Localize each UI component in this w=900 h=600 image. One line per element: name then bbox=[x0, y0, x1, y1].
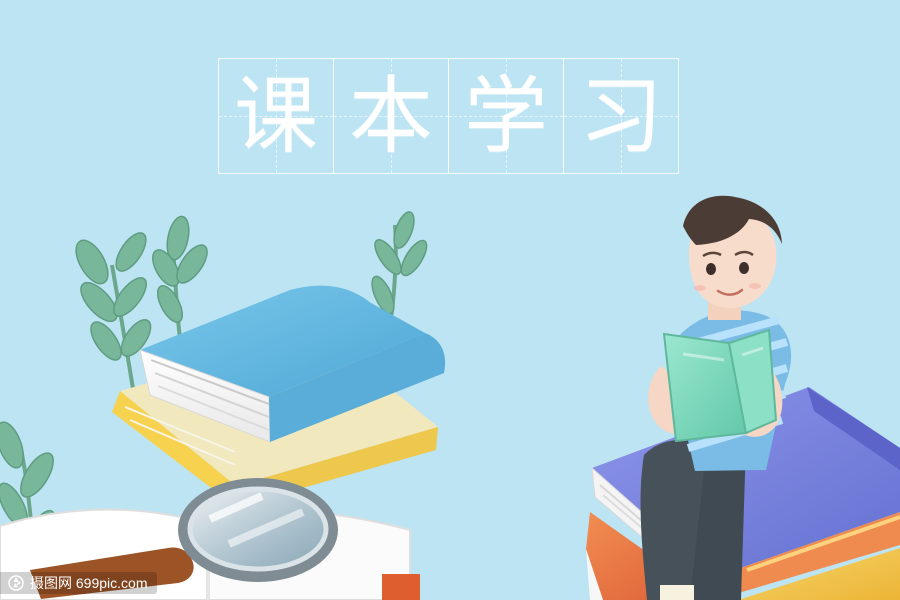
title-char-2: 本 bbox=[348, 67, 433, 165]
title-char-4: 习 bbox=[578, 67, 663, 165]
watermark-text: 摄图网 699pic.com bbox=[30, 575, 148, 591]
title-char-1: 课 bbox=[233, 67, 318, 165]
title-char-3: 学 bbox=[463, 67, 548, 165]
camera-aperture-icon bbox=[8, 575, 24, 591]
title-cell-4: 习 bbox=[563, 58, 679, 174]
title-cell-2: 本 bbox=[333, 58, 449, 174]
title-cell-1: 课 bbox=[218, 58, 334, 174]
watermark-badge: 摄图网 699pic.com bbox=[0, 572, 158, 594]
book-stack-left bbox=[112, 285, 446, 507]
title-grid: 课 本 学 习 bbox=[218, 58, 682, 174]
title-cell-3: 学 bbox=[448, 58, 564, 174]
plant-leaves bbox=[0, 211, 428, 561]
boy-reading bbox=[640, 195, 792, 600]
magnifying-glass bbox=[30, 478, 338, 599]
